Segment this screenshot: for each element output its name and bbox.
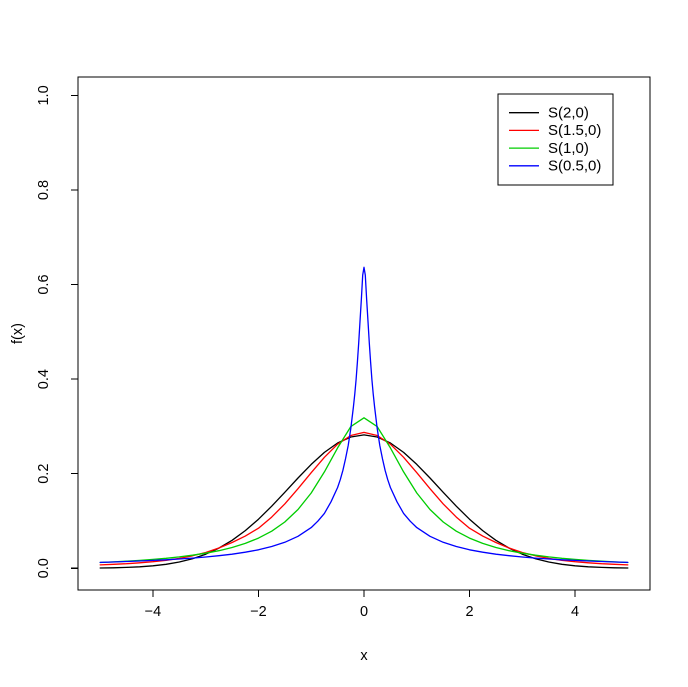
legend-label: S(1.5,0) [548,122,601,139]
curve-s-0-5-0 [99,266,629,564]
x-axis-title: x [360,648,368,664]
legend: S(2,0)S(1.5,0)S(1,0)S(0.5,0) [497,93,614,186]
y-axis: 0.0 0.2 0.4 0.6 0.8 1.0 [36,85,78,578]
legend-label: S(2,0) [548,104,589,121]
y-tick-label: 0.0 [36,558,52,578]
x-tick-label: −4 [145,604,162,620]
curve-s-1-0 [99,417,629,564]
x-tick-label: 4 [571,604,579,620]
y-tick-label: 0.4 [36,369,52,389]
y-tick-label: 0.2 [36,464,52,484]
y-tick-label: 0.6 [36,274,52,294]
legend-label: S(0.5,0) [548,158,601,175]
legend-box [497,93,614,186]
curves [99,266,629,569]
curve-s-1-5-0 [99,431,629,566]
curve-s-2-0 [99,434,629,569]
x-tick-label: 0 [360,604,368,620]
x-tick-label: 2 [465,604,473,620]
y-axis-title: f(x) [10,323,26,344]
legend-label: S(1,0) [548,140,589,157]
y-tick-label: 0.8 [36,180,52,200]
x-tick-label: −2 [250,604,267,620]
y-tick-label: 1.0 [36,85,52,105]
x-axis: −4 −2 0 2 4 [145,590,579,620]
